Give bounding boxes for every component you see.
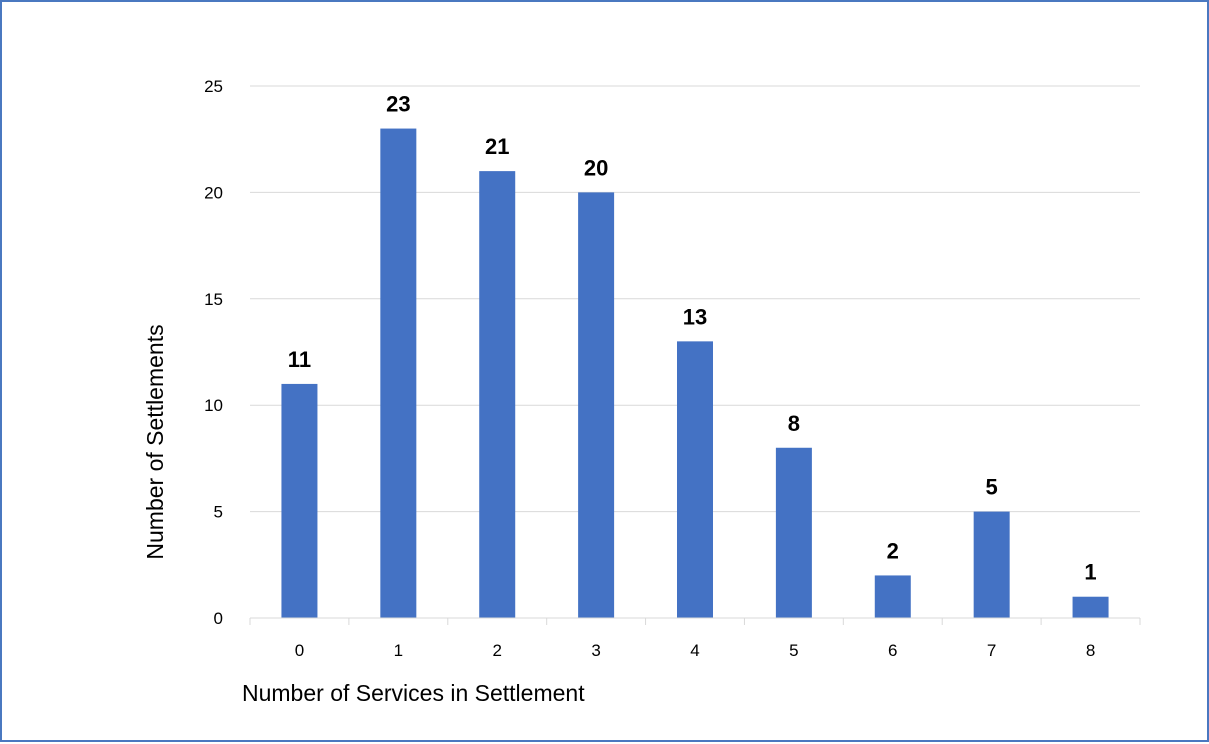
bar	[973, 511, 1010, 618]
y-tick-label: 15	[204, 290, 223, 309]
bar	[1072, 596, 1109, 618]
x-tick-label: 2	[492, 641, 501, 660]
data-label: 1	[1084, 560, 1096, 585]
data-label: 20	[584, 155, 608, 180]
bar	[479, 171, 516, 618]
bar	[578, 192, 615, 618]
x-tick-label: 7	[987, 641, 996, 660]
x-axis: 0 1 2 3 4 5 6 7 8	[249, 617, 1141, 660]
bar	[677, 341, 713, 618]
data-label: 11	[288, 347, 311, 372]
data-label: 8	[788, 411, 800, 436]
data-label: 23	[386, 92, 410, 117]
bar	[380, 128, 417, 618]
y-tick-label: 5	[214, 503, 223, 522]
y-tick-label: 0	[214, 609, 223, 628]
x-axis-title: Number of Services in Settlement	[242, 680, 585, 706]
data-label: 5	[986, 475, 998, 500]
x-tick-label: 4	[690, 641, 699, 660]
y-tick-label: 20	[204, 183, 223, 202]
bars	[281, 128, 1109, 618]
data-label: 21	[485, 134, 509, 159]
bar	[775, 447, 812, 618]
x-tick-label: 1	[394, 641, 403, 660]
y-tick-label: 25	[204, 77, 223, 96]
bar	[874, 575, 911, 618]
x-tick-label: 5	[789, 641, 798, 660]
bar	[281, 383, 318, 618]
y-axis-title: Number of Settlements	[142, 324, 168, 559]
y-tick-label: 10	[204, 396, 223, 415]
data-label: 2	[887, 538, 899, 563]
data-labels: 11 23 21 20 13 8 2 5 1	[288, 92, 1097, 585]
data-label: 13	[683, 304, 707, 329]
x-tick-label: 0	[295, 641, 304, 660]
x-tick-label: 6	[888, 641, 897, 660]
x-tick-label: 8	[1086, 641, 1095, 660]
x-tick-label: 3	[591, 641, 600, 660]
